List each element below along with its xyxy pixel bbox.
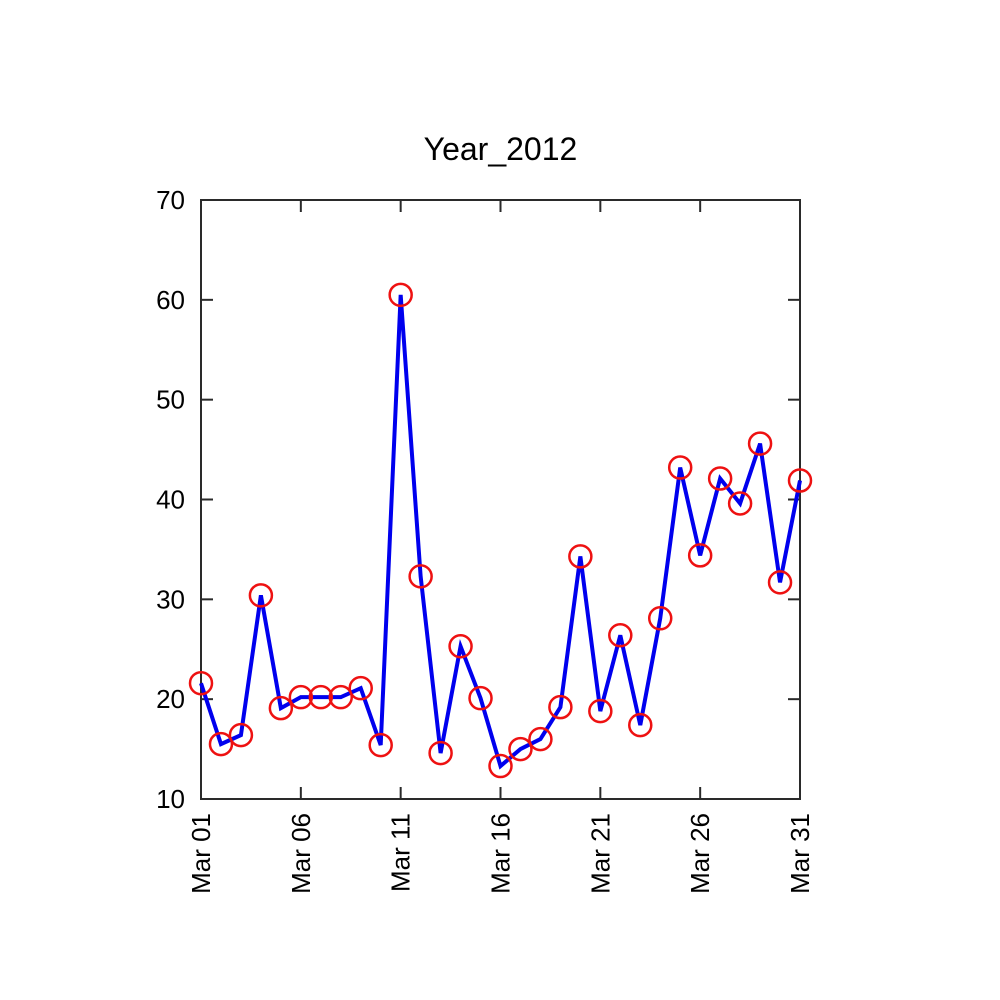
data-point-marker <box>727 491 753 516</box>
data-point-marker <box>608 623 633 648</box>
data-point-marker <box>747 431 773 456</box>
data-point-marker <box>388 282 413 308</box>
data-point-marker <box>248 583 274 608</box>
data-point-marker <box>428 740 453 766</box>
x-tick-label: Mar 06 <box>286 813 316 894</box>
chart-title: Year_2012 <box>424 131 578 167</box>
x-tick-label: Mar 26 <box>685 813 715 894</box>
x-tick-label: Mar 31 <box>785 813 815 894</box>
data-point-marker <box>188 670 214 696</box>
y-tick-label: 70 <box>156 185 185 215</box>
data-point-marker <box>228 722 254 748</box>
data-point-marker <box>767 570 793 595</box>
x-tick-label: Mar 11 <box>386 813 416 892</box>
data-point-marker <box>308 684 334 710</box>
data-point-marker <box>348 675 373 701</box>
data-point-marker <box>667 455 693 480</box>
data-point-marker <box>288 684 314 710</box>
y-tick-label: 20 <box>156 684 185 714</box>
data-point-marker <box>328 684 354 710</box>
data-point-marker <box>368 732 393 758</box>
y-tick-label: 60 <box>156 285 185 315</box>
data-point-marker <box>508 736 533 762</box>
data-point-marker <box>448 634 473 659</box>
x-tick-label: Mar 01 <box>186 813 216 894</box>
y-tick-label: 10 <box>156 784 185 814</box>
y-tick-label: 50 <box>156 385 185 415</box>
data-point-marker <box>268 695 294 721</box>
data-point-marker <box>707 466 733 491</box>
y-tick-label: 40 <box>156 485 185 515</box>
data-point-marker <box>588 698 613 724</box>
data-point-marker <box>468 685 493 711</box>
data-point-marker <box>488 753 513 779</box>
data-point-marker <box>528 726 553 752</box>
data-point-marker <box>647 606 673 631</box>
x-tick-label: Mar 16 <box>486 813 516 894</box>
data-point-marker <box>408 564 433 589</box>
data-point-marker <box>628 712 653 738</box>
data-point-marker <box>787 468 813 493</box>
data-point-marker <box>568 544 593 569</box>
data-point-marker <box>687 543 713 568</box>
data-point-marker <box>548 694 573 720</box>
y-tick-label: 30 <box>156 584 185 614</box>
data-point-marker <box>208 731 234 757</box>
x-tick-label: Mar 21 <box>585 813 615 894</box>
data-line <box>199 294 802 770</box>
